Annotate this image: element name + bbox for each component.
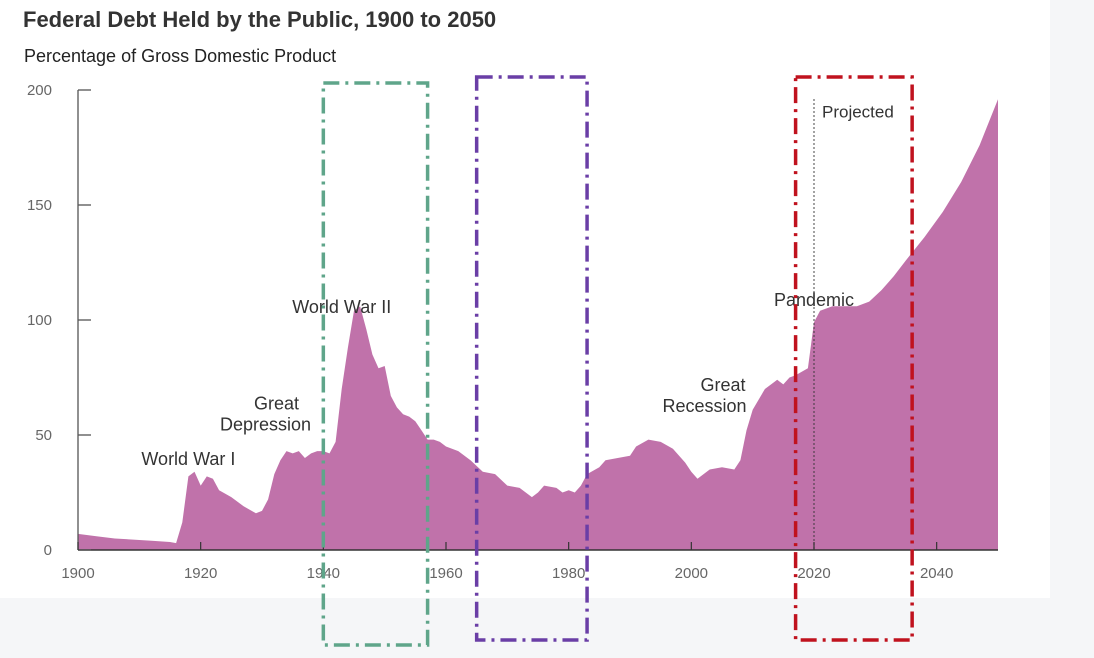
chart-title: Federal Debt Held by the Public, 1900 to… [23, 7, 497, 32]
annotation-label: Great [254, 393, 299, 413]
chart-subtitle: Percentage of Gross Domestic Product [24, 46, 337, 66]
annotation-label: Pandemic [774, 290, 854, 310]
x-tick-label: 1960 [429, 565, 462, 582]
annotation-label: Recession [662, 396, 746, 416]
x-tick-label: 2000 [675, 565, 708, 582]
annotation-label: Depression [220, 414, 311, 434]
highlight-box-0 [321, 81, 430, 647]
x-tick-label: 2020 [797, 565, 830, 582]
annotation-label: World War II [292, 297, 391, 317]
y-tick-label: 150 [27, 197, 52, 214]
x-tick-label: 2040 [920, 565, 953, 582]
x-tick-label: 1900 [61, 565, 94, 582]
annotation-label: Great [701, 375, 746, 395]
x-tick-label: 1920 [184, 565, 217, 582]
projection-label: Projected [822, 103, 894, 122]
highlight-box-2 [793, 75, 914, 642]
annotation-label: World War I [141, 449, 235, 469]
y-tick-label: 50 [35, 427, 52, 444]
highlight-box-1 [474, 75, 589, 642]
x-tick-label: 1980 [552, 565, 585, 582]
y-tick-label: 200 [27, 82, 52, 99]
y-tick-label: 100 [27, 312, 52, 329]
y-tick-label: 0 [44, 542, 52, 559]
debt-area-series-0 [78, 99, 998, 550]
